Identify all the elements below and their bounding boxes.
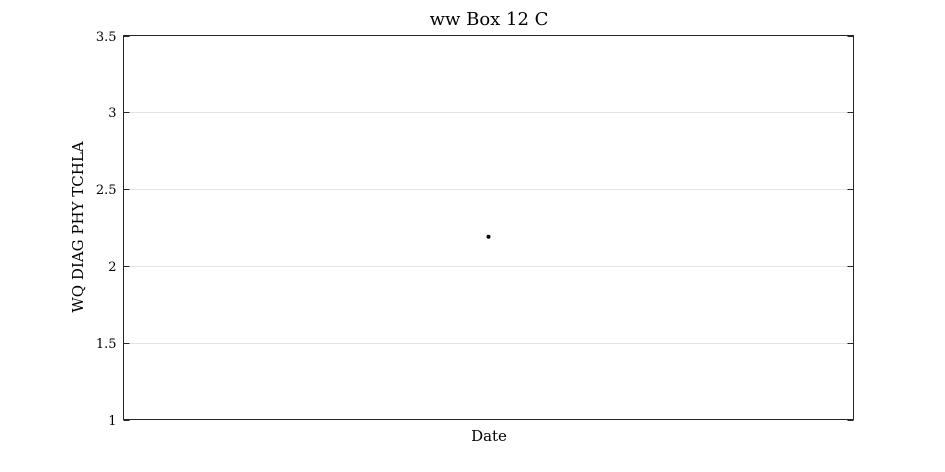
y-tick-label: 3.5	[96, 30, 117, 45]
plot-area	[123, 35, 854, 420]
chart-title: ww Box 12 C	[430, 9, 549, 30]
x-axis-label: Date	[471, 427, 507, 445]
y-tick-label: 1.5	[96, 337, 117, 352]
y-axis-label: WQ DIAG PHY TCHLA	[69, 141, 87, 312]
y-tick-label: 2.5	[96, 183, 117, 198]
y-tick-label: 1	[108, 414, 116, 429]
y-tick-label: 2	[108, 260, 116, 275]
y-tick-label: 3	[108, 106, 116, 121]
gridlines	[123, 112, 854, 344]
data-point	[486, 234, 491, 239]
y-axis: 1 1.5 2 2.5 3 3.5	[96, 30, 854, 429]
data-points	[486, 234, 491, 239]
